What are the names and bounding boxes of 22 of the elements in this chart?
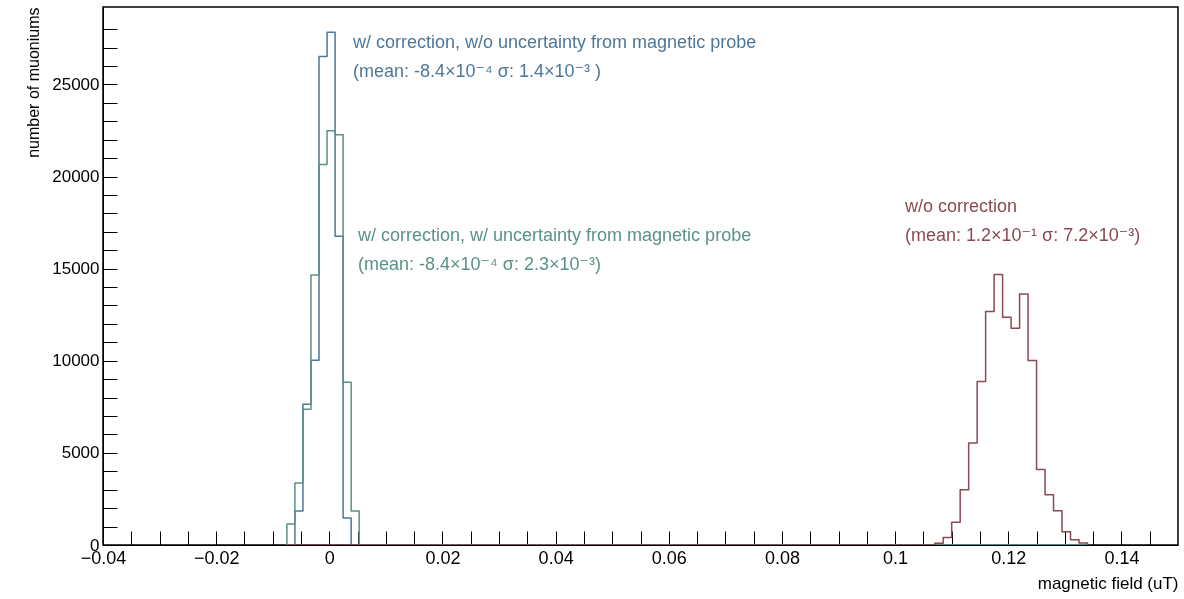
x-tick-label: 0.08: [764, 547, 800, 568]
annotation: (mean: -8.4×10⁻⁴ σ: 2.3×10⁻³): [358, 254, 601, 274]
y-tick-label: 10000: [52, 351, 100, 371]
annotation: (mean: 1.2×10⁻¹ σ: 7.2×10⁻³): [905, 225, 1141, 245]
x-tick-label: 0.12: [991, 547, 1027, 568]
y-axis-title: number of muoniums: [25, 7, 43, 158]
x-tick-label: 0.02: [425, 547, 461, 568]
x-tick-label: 0.06: [651, 547, 687, 568]
x-tick-label: −0.02: [193, 547, 240, 568]
x-axis-title: magnetic field (uT): [1037, 573, 1179, 593]
x-tick-label: 0: [324, 547, 335, 568]
annotation: (mean: -8.4×10⁻⁴ σ: 1.4×10⁻³ ): [353, 61, 601, 81]
y-tick-label: 5000: [61, 443, 100, 463]
series-label: w/ correction, w/o uncertainty from magnetic probe: [352, 32, 757, 52]
series-label: w/ correction, w/ uncertainty from magnetic probe: [357, 225, 752, 245]
y-tick-label: 25000: [52, 74, 100, 94]
text: w/o correction: [904, 196, 1018, 216]
y-tick-label: 20000: [52, 167, 100, 187]
x-tick-label: 0.1: [883, 547, 909, 568]
x-tick-label: 0.04: [538, 547, 574, 568]
x-tick-label: 0.14: [1104, 547, 1140, 568]
y-tick-label: 15000: [52, 259, 100, 279]
